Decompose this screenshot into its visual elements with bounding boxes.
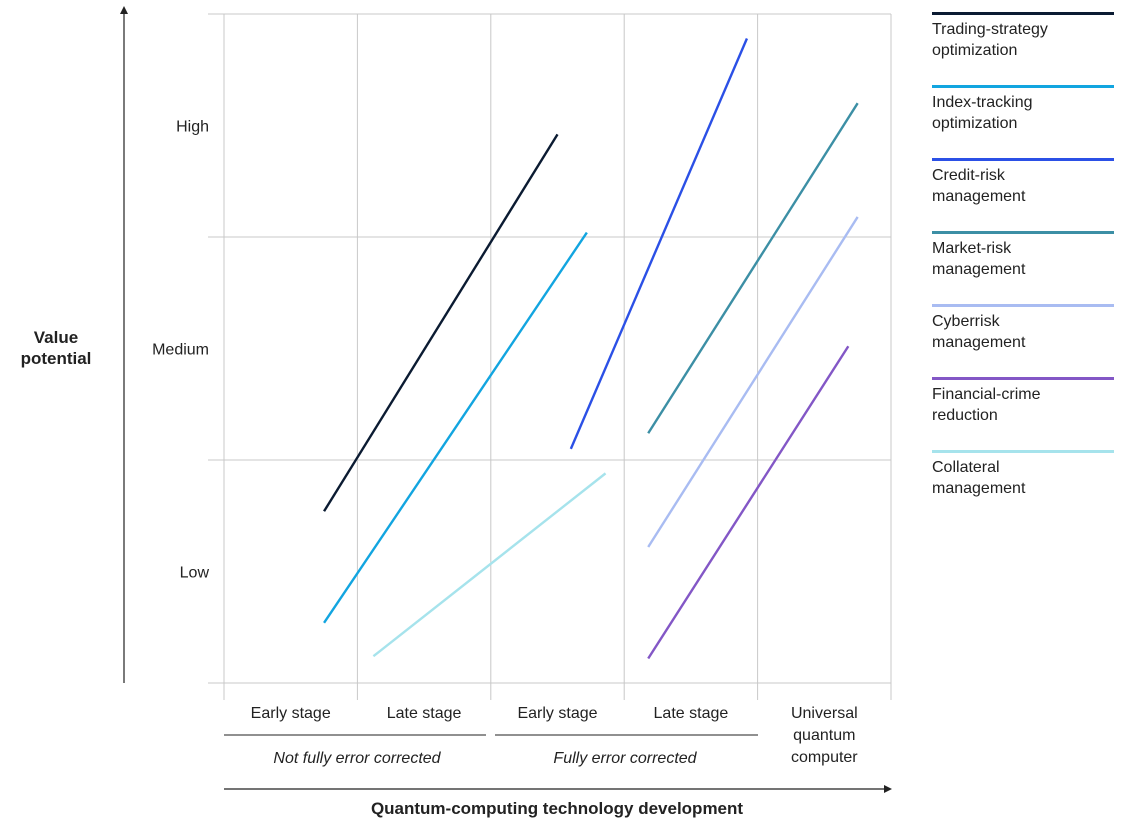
tick-labels: Low Medium High Early stage Late stage Early … (152, 119, 858, 767)
legend-label: Market-risk management (932, 240, 1026, 278)
x-axis-title: Quantum-computing technology development (371, 799, 743, 818)
legend-label: Cyberrisk management (932, 313, 1026, 351)
y-tick-label-low: Low (180, 565, 210, 582)
group-label-fully-error-corrected: Fully error corrected (553, 750, 697, 767)
legend-swatch (932, 377, 1114, 380)
y-axis-title: Value potential (21, 328, 92, 368)
legend-label: Index-tracking optimization (932, 94, 1033, 132)
x-tick-label: Early stage (251, 705, 331, 722)
legend: Trading-strategy optimization Index-track… (932, 12, 1116, 523)
x-tick-label: Late stage (654, 705, 729, 722)
legend-swatch (932, 12, 1114, 15)
legend-label: Trading-strategy optimization (932, 21, 1048, 59)
axes (120, 6, 892, 793)
legend-item: Market-risk management (932, 231, 1116, 304)
legend-item: Trading-strategy optimization (932, 12, 1116, 85)
series-line-6 (372, 472, 607, 658)
legend-item: Collateral management (932, 450, 1116, 523)
legend-swatch (932, 450, 1114, 453)
group-label-not-fully-error-corrected: Not fully error corrected (273, 750, 441, 767)
series-line-4 (647, 216, 859, 548)
series-line-1 (323, 231, 588, 624)
legend-item: Cyberrisk management (932, 304, 1116, 377)
legend-label: Financial-crime reduction (932, 386, 1041, 424)
series-line-5 (647, 345, 850, 660)
series-line-3 (647, 102, 859, 434)
series-lines (323, 38, 859, 660)
series-line-2 (569, 38, 749, 450)
legend-swatch (932, 231, 1114, 234)
y-tick-label-medium: Medium (152, 342, 209, 359)
legend-item: Index-tracking optimization (932, 85, 1116, 158)
x-tick-label: Late stage (387, 705, 462, 722)
legend-swatch (932, 304, 1114, 307)
legend-item: Credit-risk management (932, 158, 1116, 231)
grid (208, 13, 892, 700)
legend-label: Credit-risk management (932, 167, 1026, 205)
series-line-0 (323, 133, 559, 512)
legend-swatch (932, 85, 1114, 88)
y-tick-label-high: High (176, 119, 209, 136)
x-tick-label: Early stage (517, 705, 597, 722)
legend-item: Financial-crime reduction (932, 377, 1116, 450)
legend-label: Collateral management (932, 459, 1026, 497)
x-tick-label: Universal quantum computer (791, 705, 858, 766)
legend-swatch (932, 158, 1114, 161)
